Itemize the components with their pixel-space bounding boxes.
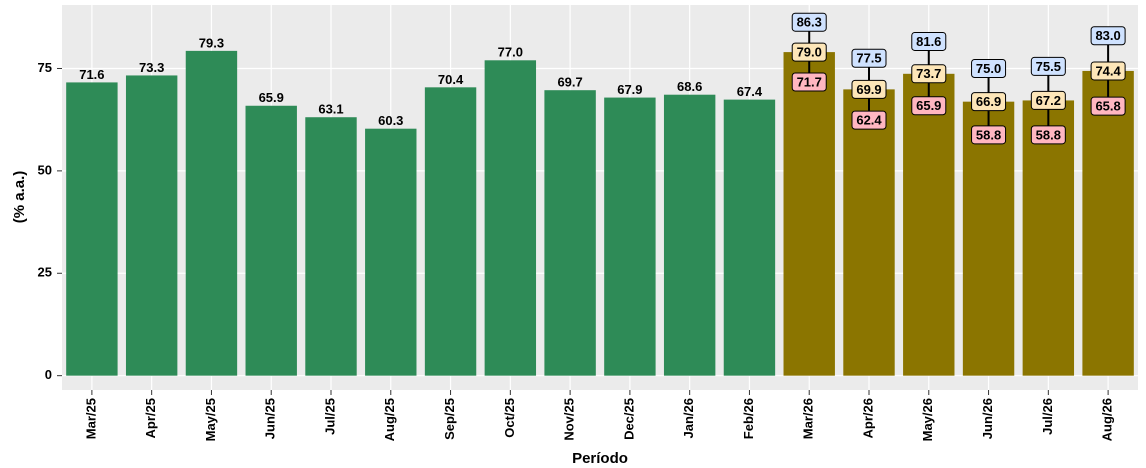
x-tick-label: Jul/25	[322, 398, 337, 435]
bar	[305, 117, 357, 376]
bar	[903, 73, 955, 376]
bar	[723, 99, 776, 376]
value-label: 71.6	[79, 67, 104, 82]
value-label: 83.0	[1095, 28, 1120, 43]
bar	[604, 97, 656, 376]
bar	[663, 94, 716, 376]
value-label: 70.4	[438, 72, 464, 87]
x-tick-label: Mar/26	[801, 398, 816, 439]
x-tick-label: May/26	[920, 398, 935, 441]
label-box	[971, 92, 1007, 112]
bar	[1082, 70, 1134, 376]
label-box	[791, 12, 827, 32]
value-label: 66.9	[976, 94, 1001, 109]
value-label: 67.2	[1036, 93, 1061, 108]
value-label: 77.5	[856, 51, 881, 66]
plot-panel	[62, 5, 1138, 390]
label-box	[1030, 125, 1066, 145]
value-label: 73.7	[916, 66, 941, 81]
y-tick-label: 75	[38, 60, 52, 75]
x-tick-label: Aug/25	[382, 398, 397, 441]
label-box	[851, 110, 887, 130]
value-label: 69.9	[856, 82, 881, 97]
value-label: 75.0	[976, 61, 1001, 76]
x-tick-label: Jan/26	[681, 398, 696, 438]
value-label: 86.3	[797, 15, 822, 30]
bar	[185, 50, 238, 376]
value-label: 79.3	[199, 35, 224, 50]
bar	[66, 82, 118, 376]
bar	[484, 60, 537, 376]
x-tick-label: Sep/25	[442, 398, 457, 440]
label-box	[791, 72, 827, 92]
bar	[962, 101, 1015, 376]
x-tick-label: May/25	[203, 398, 218, 441]
value-label: 74.4	[1095, 63, 1121, 78]
value-label: 65.8	[1095, 99, 1120, 114]
label-box	[911, 96, 947, 116]
x-tick-label: Apr/25	[143, 398, 158, 438]
label-box	[1090, 96, 1126, 116]
value-label: 69.7	[557, 75, 582, 90]
value-label: 75.5	[1036, 59, 1061, 74]
label-box	[1090, 26, 1126, 46]
x-tick-label: Aug/26	[1100, 398, 1115, 441]
x-tick-label: Nov/25	[562, 398, 577, 441]
x-tick-label: Mar/25	[83, 398, 98, 439]
y-tick-label: 0	[45, 367, 52, 382]
label-box	[971, 125, 1007, 145]
value-label: 71.7	[797, 74, 822, 89]
bar	[1022, 100, 1075, 376]
label-box	[1090, 61, 1126, 81]
bar	[424, 87, 477, 376]
value-label: 58.8	[976, 127, 1001, 142]
y-tick-label: 50	[38, 162, 52, 177]
value-label: 62.4	[856, 113, 882, 128]
y-axis-label: (% a.a.)	[11, 171, 28, 224]
value-label: 68.6	[677, 79, 702, 94]
label-box	[911, 31, 947, 51]
bar	[125, 75, 178, 376]
value-label: 60.3	[378, 113, 403, 128]
bar	[783, 52, 835, 376]
x-axis-label: Período	[572, 450, 628, 467]
label-box	[1030, 90, 1066, 110]
label-box	[911, 64, 947, 84]
label-box	[971, 58, 1007, 78]
x-tick-label: Apr/26	[860, 398, 875, 438]
label-box	[791, 42, 827, 62]
x-tick-label: Dec/25	[621, 398, 636, 440]
x-tick-label: Jun/25	[263, 398, 278, 439]
value-label: 67.9	[617, 82, 642, 97]
value-label: 65.9	[259, 90, 284, 105]
bar	[544, 90, 596, 376]
label-box	[851, 79, 887, 99]
value-label: 67.4	[737, 84, 763, 99]
label-box	[851, 48, 887, 68]
value-label: 77.0	[498, 45, 523, 60]
x-tick-label: Feb/26	[741, 398, 756, 439]
x-tick-label: Oct/25	[502, 398, 517, 438]
value-label: 81.6	[916, 34, 941, 49]
bar	[365, 128, 417, 376]
value-label: 63.1	[318, 102, 343, 117]
value-label: 73.3	[139, 60, 164, 75]
value-label: 79.0	[797, 45, 822, 60]
x-tick-label: Jun/26	[980, 398, 995, 439]
x-tick-label: Jul/26	[1040, 398, 1055, 435]
value-label: 58.8	[1036, 127, 1061, 142]
value-label: 65.9	[916, 98, 941, 113]
bar	[843, 89, 895, 376]
label-box	[1030, 56, 1066, 76]
y-tick-label: 25	[38, 265, 52, 280]
bar	[245, 105, 297, 376]
